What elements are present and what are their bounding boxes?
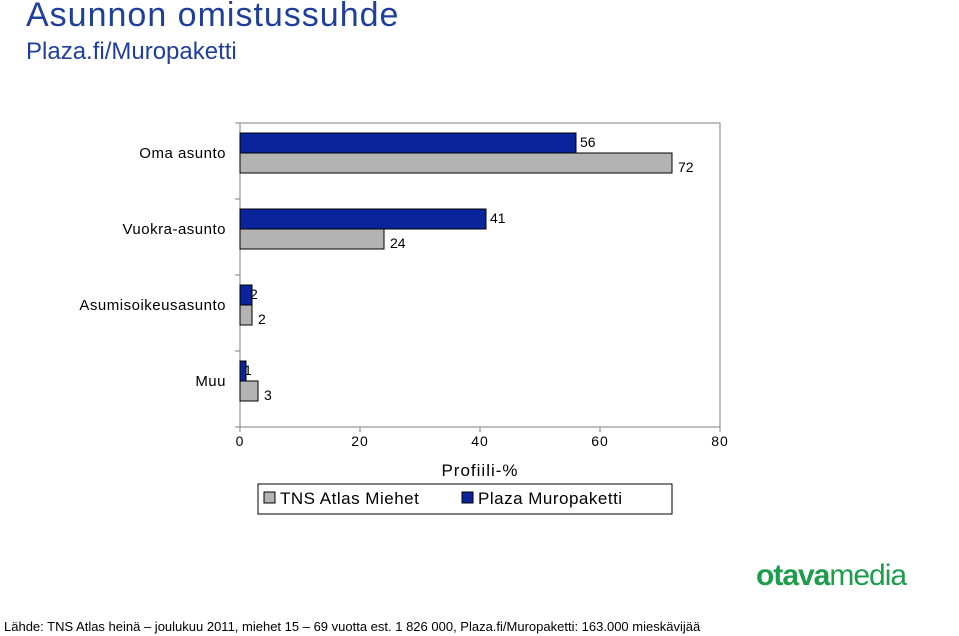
data-label: 41 bbox=[490, 210, 506, 226]
data-label: 24 bbox=[390, 235, 406, 251]
legend-label: TNS Atlas Miehet bbox=[280, 489, 419, 508]
x-tick-label: 0 bbox=[236, 433, 245, 449]
x-tick-label: 40 bbox=[471, 433, 489, 449]
category-label: Oma asunto bbox=[139, 145, 226, 162]
category-label: Muu bbox=[195, 373, 226, 390]
bar bbox=[239, 208, 487, 230]
x-tick-label: 60 bbox=[591, 433, 609, 449]
otavamedia-logo: otavamedia bbox=[756, 559, 907, 592]
bar bbox=[239, 228, 385, 250]
data-label: 1 bbox=[244, 362, 252, 378]
bar bbox=[239, 304, 253, 326]
category-label: Asumisoikeusasunto bbox=[79, 297, 226, 314]
bar bbox=[239, 152, 673, 174]
source-note: Lähde: TNS Atlas heinä – joulukuu 2011, … bbox=[4, 619, 701, 634]
page-subtitle: Plaza.fi/Muropaketti bbox=[26, 38, 237, 65]
bar bbox=[239, 132, 577, 154]
page-title: Asunnon omistussuhde bbox=[26, 0, 400, 34]
data-label: 2 bbox=[258, 311, 266, 327]
data-label: 3 bbox=[264, 387, 272, 403]
bar bbox=[239, 380, 259, 402]
x-axis-title: Profiili-% bbox=[441, 461, 518, 480]
data-label: 2 bbox=[250, 286, 258, 302]
data-label: 56 bbox=[580, 134, 596, 150]
legend-swatch bbox=[461, 491, 474, 504]
x-tick-label: 20 bbox=[351, 433, 369, 449]
data-label: 72 bbox=[678, 159, 694, 175]
legend-swatch bbox=[263, 491, 276, 504]
category-label: Vuokra-asunto bbox=[122, 221, 226, 238]
legend-label: Plaza Muropaketti bbox=[478, 489, 623, 508]
bar-chart: Oma asunto 56 72 Vuokra-asunto 41 24 Asumisoik… bbox=[79, 122, 729, 515]
x-tick-label: 80 bbox=[711, 433, 729, 449]
